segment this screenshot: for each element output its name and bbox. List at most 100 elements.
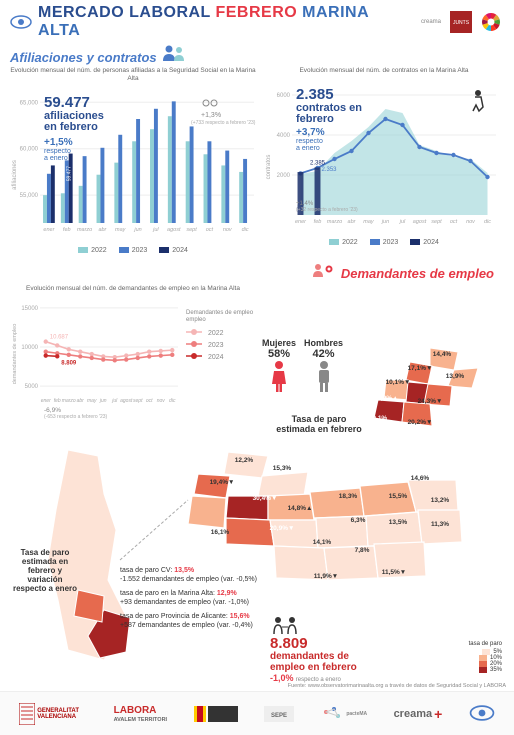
svg-text:5000: 5000 [25,385,39,391]
workers-icon [270,614,304,636]
footer: GENERALITAT VALENCIANA LABORAAVALEM TERR… [0,691,514,735]
svg-text:58.744: 58.744 [59,172,65,188]
gv-logo: GENERALITAT VALENCIANA [19,703,87,725]
sepe-logo: SEPE [264,706,294,722]
svg-text:ener: ener [41,398,51,404]
svg-text:jul: jul [111,398,118,404]
svg-text:29,1%: 29,1% [369,415,388,422]
svg-text:feb: feb [314,219,322,225]
svg-text:11,9%▼: 11,9%▼ [314,573,339,580]
junts-logo: JUNTS [448,9,474,35]
svg-text:11,3%: 11,3% [431,521,449,528]
svg-text:13,5%: 13,5% [389,519,408,526]
svg-text:60,000: 60,000 [20,146,39,152]
svg-text:13,2%: 13,2% [431,497,450,504]
svg-text:2024: 2024 [208,354,224,361]
demand-subtitle: Evolución mensual del núm. de demandante… [8,285,258,293]
svg-text:6,3%: 6,3% [351,517,366,524]
rate-title: Tasa de paro estimada en febrero [274,414,364,434]
svg-text:marzo: marzo [327,219,342,225]
gender-block: Mujeres 58% Hombres 42% [262,338,343,394]
demand-big-number: 8.809 demandantes de empleo en febrero -… [270,614,370,683]
svg-text:abr: abr [98,227,107,233]
people-icon [160,44,188,65]
demand-chart: Evolución mensual del núm. de demandante… [8,285,258,425]
svg-text:sept: sept [186,227,197,233]
creama-footer-logo: creama+ [394,706,443,722]
labora-logo: LABORAAVALEM TERRITORI [114,705,167,723]
left-rate-text: Tasa de paro estimada en febrero y varia… [10,548,80,593]
svg-text:nov: nov [157,398,166,404]
svg-text:(+32 respecto a febrero '23): (+32 respecto a febrero '23) [296,207,358,213]
header: MERCADO LABORAL FEBRERO MARINA ALTA crea… [0,0,514,44]
svg-text:dic: dic [242,227,249,233]
svg-text:+1,5%: +1,5% [44,137,73,148]
svg-text:2000: 2000 [277,173,291,179]
svg-text:26,9%▲: 26,9%▲ [374,395,399,402]
svg-text:-6,9%: -6,9% [44,407,61,414]
svg-text:24,3%▼: 24,3%▼ [418,398,443,405]
big-map: 12,2%19,4%▼15,3%14,6%30,4%▼14,8%▲18,3%15… [8,440,508,690]
svg-text:15000: 15000 [21,306,38,312]
svg-text:afiliaciones: afiliaciones [12,160,18,190]
contracts-chart: Evolución mensual del núm. de contratos … [262,67,506,254]
svg-text:may: may [363,219,375,225]
svg-text:respecto: respecto [296,138,323,145]
svg-text:agost: agost [167,227,181,233]
source-text: Fuente: www.observatorimarinaalta.org a … [288,683,506,689]
page-title: MERCADO LABORAL FEBRERO MARINA ALTA [38,4,412,40]
svg-text:30,4%▼: 30,4%▼ [253,495,278,502]
svg-text:(-653 respecto a febrero '23): (-653 respecto a febrero '23) [44,414,108,420]
svg-text:14,1%: 14,1% [313,539,332,546]
svg-text:10000: 10000 [21,345,38,351]
svg-text:abr: abr [348,219,357,225]
svg-text:59.477: 59.477 [67,165,73,181]
svg-text:+3,7%: +3,7% [296,127,325,138]
svg-text:demandantes de empleo: demandantes de empleo [12,324,18,385]
svg-text:a enero: a enero [44,155,68,162]
affiliations-svg: 55,00060,00065,000afiliacionesenerfebmar… [8,85,258,245]
svg-text:feb: feb [54,398,61,404]
tasa-legend: tasa de paro 5%10%20%35% [469,641,502,673]
svg-text:7,8%: 7,8% [355,547,370,554]
svg-text:2022: 2022 [208,330,224,337]
svg-text:JUNTS: JUNTS [453,20,470,26]
affiliations-chart: Evolución mensual del núm. de personas a… [8,67,258,254]
svg-text:16,1%: 16,1% [211,529,230,536]
creama-logo: creama [418,9,444,35]
svg-text:14,4%: 14,4% [433,351,452,358]
svg-text:20,9%▼: 20,9%▼ [270,525,295,532]
contracts-legend: 2022 2023 2024 [262,239,506,246]
section1-title: Afiliaciones y contratos [0,44,514,65]
svg-text:13,9%: 13,9% [446,373,465,380]
svg-text:may: may [115,227,127,233]
small-map: 14,4%17,1%▼13,9%10,1%▼26,9%▲24,3%▼29,1%2… [360,340,510,450]
svg-text:sept: sept [431,219,442,225]
svg-text:jul: jul [399,219,406,225]
svg-text:agost: agost [120,398,133,404]
svg-text:19,4%▼: 19,4%▼ [210,479,235,486]
svg-text:18,3%: 18,3% [339,493,358,500]
svg-text:feb: feb [63,227,71,233]
eye-footer-icon [469,705,495,723]
svg-text:2.385: 2.385 [296,86,334,103]
svg-text:ener: ener [295,219,307,225]
svg-text:17,1%▼: 17,1%▼ [408,365,433,372]
affiliations-subtitle: Evolución mensual del núm. de personas a… [8,67,258,83]
svg-text:55,000: 55,000 [20,193,39,199]
section2-title: Demandantes de empleo [0,262,514,281]
svg-text:15,5%: 15,5% [389,493,408,500]
svg-text:jul: jul [152,227,159,233]
svg-text:contratos: contratos [266,154,272,179]
svg-text:marzo: marzo [62,398,76,404]
job-seekers-icon [311,262,337,281]
svg-text:dic: dic [169,398,176,404]
svg-text:marzo: marzo [77,227,92,233]
svg-text:jun: jun [99,398,107,404]
svg-text:14,8%▲: 14,8%▲ [288,505,313,512]
svg-text:jun: jun [381,219,389,225]
svg-text:2023: 2023 [208,342,224,349]
ministry-logo [194,706,238,722]
women-stat: Mujeres 58% [262,338,296,394]
svg-text:59.477: 59.477 [44,94,90,111]
